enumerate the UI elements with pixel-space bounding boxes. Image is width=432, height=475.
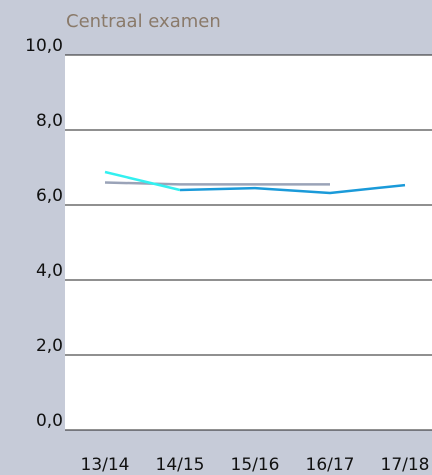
series-line xyxy=(104,181,330,186)
y-tick-label: 2,0 xyxy=(36,336,63,356)
y-tick-label: 8,0 xyxy=(36,111,63,131)
x-tick-label: 13/14 xyxy=(81,455,130,475)
x-tick-label: 14/15 xyxy=(156,455,205,475)
series-line xyxy=(104,170,181,192)
x-tick-label: 15/16 xyxy=(231,455,280,475)
y-tick-label: 0,0 xyxy=(36,411,63,431)
x-tick-label: 17/18 xyxy=(381,455,430,475)
y-tick-label: 4,0 xyxy=(36,261,63,281)
series-line xyxy=(179,183,406,195)
plot-area xyxy=(65,55,432,430)
y-tick-label: 6,0 xyxy=(36,186,63,206)
chart-title: Centraal examen xyxy=(66,11,221,32)
y-tick-label: 10,0 xyxy=(25,36,63,56)
x-tick-label: 16/17 xyxy=(306,455,355,475)
